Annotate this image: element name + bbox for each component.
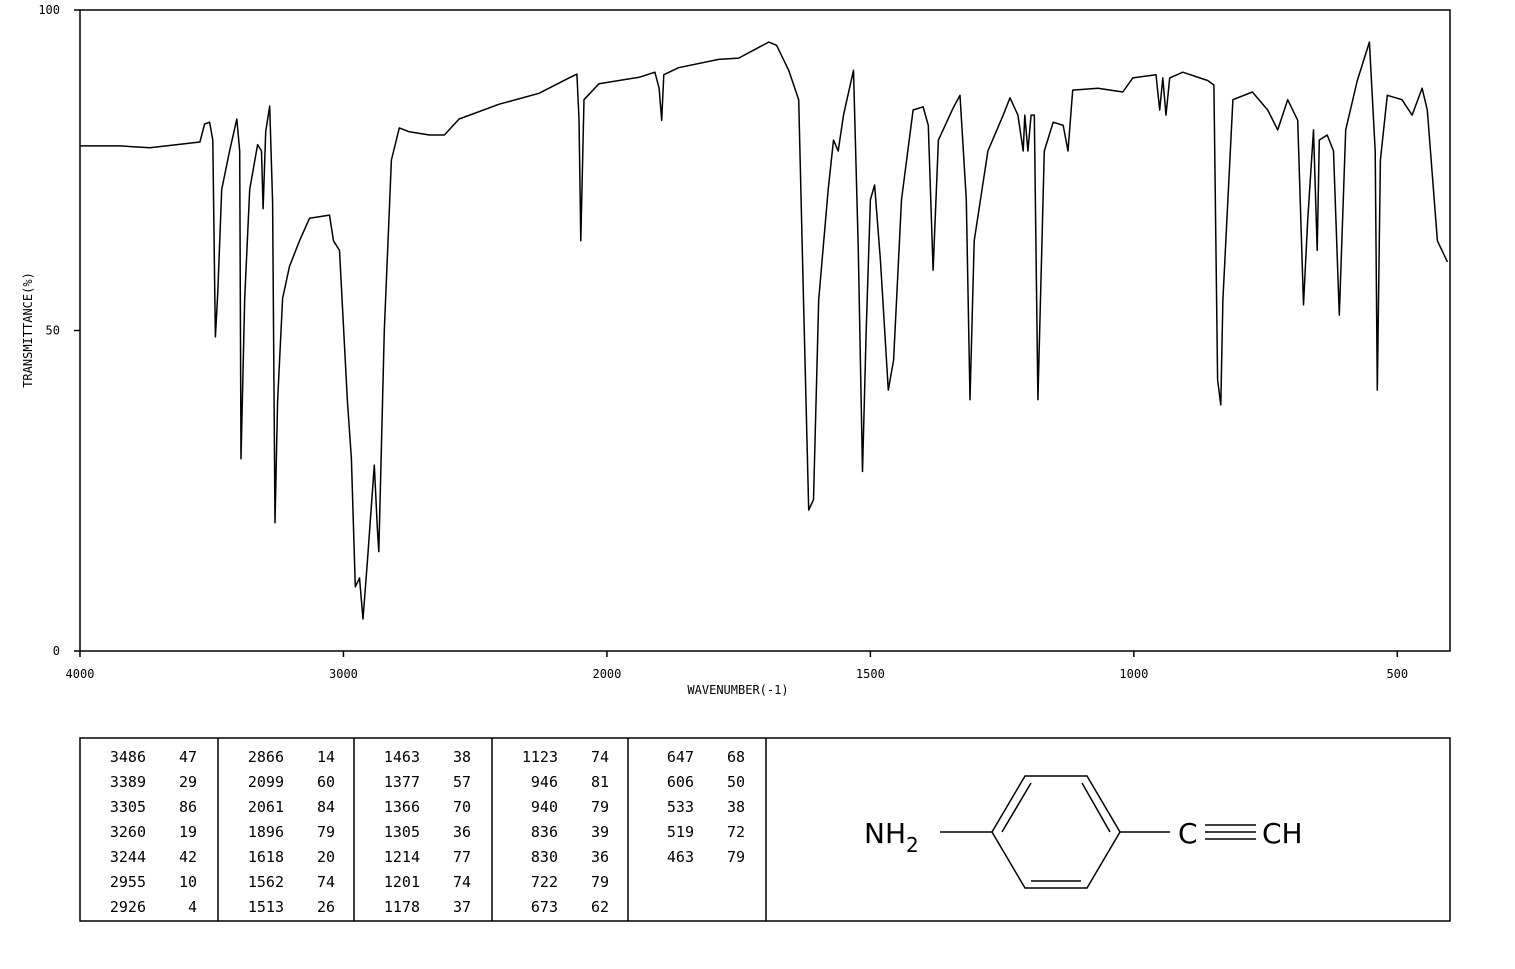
peak-transmittance: 81	[591, 773, 609, 791]
peak-wavenumber: 1377	[384, 773, 420, 791]
peak-transmittance: 60	[317, 773, 335, 791]
peak-wavenumber: 2099	[248, 773, 284, 791]
peak-wavenumber: 1463	[384, 748, 420, 766]
peak-transmittance: 74	[317, 873, 335, 891]
peak-transmittance: 86	[179, 798, 197, 816]
peak-wavenumber: 2926	[110, 898, 146, 916]
peak-transmittance: 26	[317, 898, 335, 916]
peak-transmittance: 36	[453, 823, 471, 841]
peak-wavenumber: 940	[531, 798, 558, 816]
x-tick-label: 3000	[329, 667, 358, 681]
peak-transmittance: 79	[317, 823, 335, 841]
peak-transmittance: 50	[727, 773, 745, 791]
peak-wavenumber: 1366	[384, 798, 420, 816]
peak-wavenumber: 3260	[110, 823, 146, 841]
peak-transmittance: 4	[188, 898, 197, 916]
alkyne-c: C	[1178, 817, 1198, 850]
x-tick-label: 2000	[592, 667, 621, 681]
peak-transmittance: 20	[317, 848, 335, 866]
peak-transmittance: 19	[179, 823, 197, 841]
peak-wavenumber: 3244	[110, 848, 146, 866]
peak-wavenumber: 836	[531, 823, 558, 841]
peak-transmittance: 37	[453, 898, 471, 916]
peak-wavenumber: 2866	[248, 748, 284, 766]
peak-wavenumber: 1178	[384, 898, 420, 916]
x-axis-label: WAVENUMBER(-1)	[687, 683, 788, 697]
peak-wavenumber: 673	[531, 898, 558, 916]
peak-transmittance: 36	[591, 848, 609, 866]
peak-wavenumber: 647	[667, 748, 694, 766]
peak-wavenumber: 722	[531, 873, 558, 891]
structure-drawing	[940, 775, 1256, 889]
peak-transmittance: 14	[317, 748, 335, 766]
y-tick-label: 100	[38, 3, 60, 17]
peak-transmittance: 72	[727, 823, 745, 841]
peak-wavenumber: 2061	[248, 798, 284, 816]
peak-wavenumber: 3305	[110, 798, 146, 816]
x-tick-label: 4000	[66, 667, 95, 681]
amine-subscript: 2	[906, 833, 919, 857]
amine-label: NH2	[864, 817, 919, 857]
peak-transmittance: 47	[179, 748, 197, 766]
peak-wavenumber: 1896	[248, 823, 284, 841]
peak-transmittance: 57	[453, 773, 471, 791]
x-tick-label: 1000	[1119, 667, 1148, 681]
peak-transmittance: 42	[179, 848, 197, 866]
alkyne-ch: CH	[1262, 817, 1303, 850]
peak-wavenumber: 606	[667, 773, 694, 791]
x-tick-label: 500	[1386, 667, 1408, 681]
peak-transmittance: 68	[727, 748, 745, 766]
peak-wavenumber: 830	[531, 848, 558, 866]
peak-transmittance: 62	[591, 898, 609, 916]
peak-transmittance: 38	[727, 798, 745, 816]
y-tick-label: 0	[53, 644, 60, 658]
peak-transmittance: 39	[591, 823, 609, 841]
peak-wavenumber: 1513	[248, 898, 284, 916]
peak-wavenumber: 519	[667, 823, 694, 841]
peak-wavenumber: 463	[667, 848, 694, 866]
spectrum-line	[80, 41, 1449, 620]
y-axis-label: TRANSMITTANCE(%)	[21, 272, 35, 388]
peak-wavenumber: 1618	[248, 848, 284, 866]
peak-transmittance: 74	[453, 873, 471, 891]
peak-transmittance: 38	[453, 748, 471, 766]
peak-wavenumber: 1201	[384, 873, 420, 891]
peak-transmittance: 70	[453, 798, 471, 816]
peak-wavenumber: 3486	[110, 748, 146, 766]
peak-transmittance: 10	[179, 873, 197, 891]
plot-frame	[79, 9, 1451, 652]
peak-transmittance: 77	[453, 848, 471, 866]
peak-wavenumber: 1214	[384, 848, 420, 866]
peak-wavenumber: 1305	[384, 823, 420, 841]
x-tick-label: 1500	[856, 667, 885, 681]
peak-wavenumber: 946	[531, 773, 558, 791]
peak-transmittance: 74	[591, 748, 609, 766]
table-dividers	[217, 738, 767, 921]
peak-wavenumber: 533	[667, 798, 694, 816]
peak-wavenumber: 1123	[522, 748, 558, 766]
peak-wavenumber: 3389	[110, 773, 146, 791]
y-tick-label: 50	[46, 324, 60, 338]
peak-transmittance: 79	[727, 848, 745, 866]
table-frame	[79, 737, 1451, 922]
peak-wavenumber: 1562	[248, 873, 284, 891]
amine-text: NH	[864, 817, 906, 850]
peak-transmittance: 29	[179, 773, 197, 791]
peak-transmittance: 79	[591, 873, 609, 891]
peak-transmittance: 84	[317, 798, 335, 816]
peak-wavenumber: 2955	[110, 873, 146, 891]
peak-transmittance: 79	[591, 798, 609, 816]
